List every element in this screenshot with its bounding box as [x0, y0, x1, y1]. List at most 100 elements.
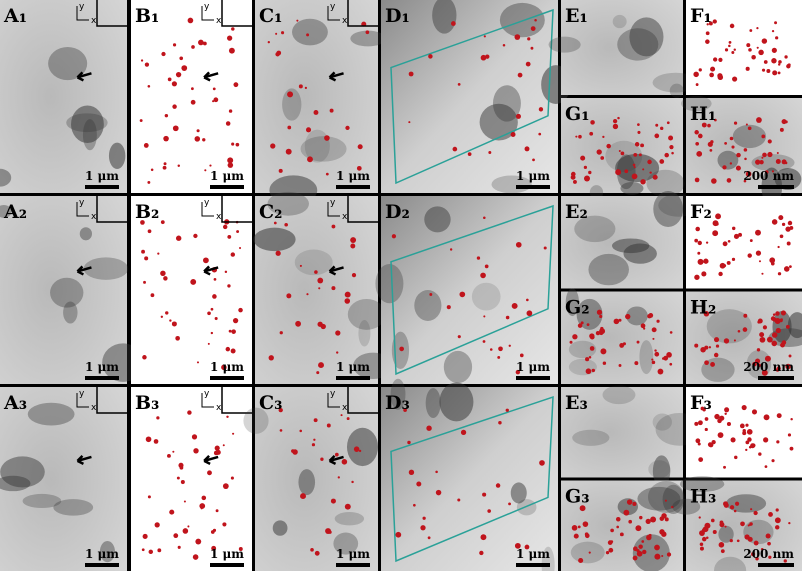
scale-label: 1 μm	[210, 169, 244, 183]
localization	[160, 271, 165, 276]
localization	[407, 441, 410, 444]
page: yxA₁1 μmyxB₁1 μmyxC₁1 μmD₁1 μmE₁F₁G₁H₁20…	[0, 0, 802, 571]
localization	[744, 148, 748, 152]
localization	[426, 426, 431, 431]
localization	[578, 525, 581, 528]
localization	[786, 325, 790, 329]
localization	[144, 256, 148, 260]
localization	[646, 519, 651, 524]
texture	[718, 151, 739, 170]
localization	[352, 273, 356, 277]
localization	[223, 444, 225, 446]
localization	[727, 261, 731, 265]
localization	[730, 24, 735, 29]
localization	[227, 235, 231, 239]
localization	[224, 485, 227, 488]
localization	[669, 145, 673, 149]
localization	[409, 72, 414, 77]
localization	[789, 226, 793, 230]
localization	[610, 529, 614, 533]
localization	[181, 65, 187, 71]
localization	[142, 548, 145, 551]
scale-bar	[516, 563, 550, 567]
localization	[716, 216, 718, 218]
localization	[658, 369, 664, 375]
localization	[711, 519, 715, 523]
localization	[316, 371, 319, 374]
texture	[549, 37, 581, 53]
panel: yxB₁1 μm	[131, 0, 252, 193]
localization	[295, 321, 301, 327]
localization	[229, 109, 232, 112]
localization	[144, 143, 149, 148]
localization	[790, 447, 794, 451]
localization	[625, 314, 630, 319]
localization	[756, 27, 758, 29]
localization	[773, 313, 776, 316]
localization	[671, 152, 674, 155]
localization	[203, 257, 209, 263]
localization	[236, 143, 240, 147]
localization	[154, 439, 159, 444]
localization	[208, 343, 210, 345]
localization	[307, 156, 313, 162]
localization	[775, 311, 779, 315]
localization	[195, 539, 201, 545]
texture	[743, 520, 773, 544]
localization	[667, 121, 670, 124]
localization	[270, 143, 275, 148]
panel: yxC₁1 μm	[255, 0, 386, 205]
panel: G₂	[561, 288, 683, 384]
localization	[589, 356, 592, 359]
localization	[204, 169, 206, 171]
localization	[459, 292, 465, 298]
localization	[534, 19, 537, 22]
localization	[287, 126, 291, 130]
localization	[613, 119, 617, 123]
localization	[635, 142, 640, 147]
localization	[668, 136, 673, 141]
localization	[772, 48, 777, 53]
localization	[695, 227, 700, 232]
localization	[155, 522, 160, 527]
scale-label: 1 μm	[516, 169, 550, 183]
localization	[589, 132, 593, 136]
localization	[511, 132, 516, 137]
localization	[585, 357, 589, 361]
localization	[163, 166, 167, 170]
localization	[157, 253, 159, 255]
localization	[140, 119, 143, 122]
scale-label: 1 μm	[210, 547, 244, 561]
localization	[161, 316, 163, 318]
localization	[666, 352, 672, 358]
localization	[650, 517, 656, 523]
panel-label: D₃	[385, 392, 410, 414]
localization	[648, 313, 653, 318]
localization	[718, 432, 724, 438]
scale-label: 1 μm	[336, 547, 370, 561]
localization	[181, 480, 185, 484]
localization	[485, 54, 489, 58]
localization	[585, 533, 590, 538]
axis-label: x	[91, 403, 97, 413]
localization	[762, 153, 767, 158]
localization	[490, 348, 493, 351]
localization	[669, 363, 672, 366]
panel: yxA₃1 μm	[0, 387, 127, 571]
localization	[709, 73, 714, 78]
localization	[227, 157, 233, 163]
localization	[539, 460, 545, 466]
localization	[745, 424, 748, 427]
panel-label: G₃	[565, 486, 590, 508]
localization	[450, 248, 452, 250]
localization	[670, 331, 673, 334]
localization	[642, 168, 644, 170]
localization	[269, 355, 274, 360]
localization	[173, 533, 178, 538]
localization	[624, 169, 628, 173]
localization	[723, 466, 726, 469]
localization	[600, 348, 606, 354]
localization	[702, 537, 706, 541]
localization	[615, 169, 621, 175]
localization	[746, 124, 748, 126]
